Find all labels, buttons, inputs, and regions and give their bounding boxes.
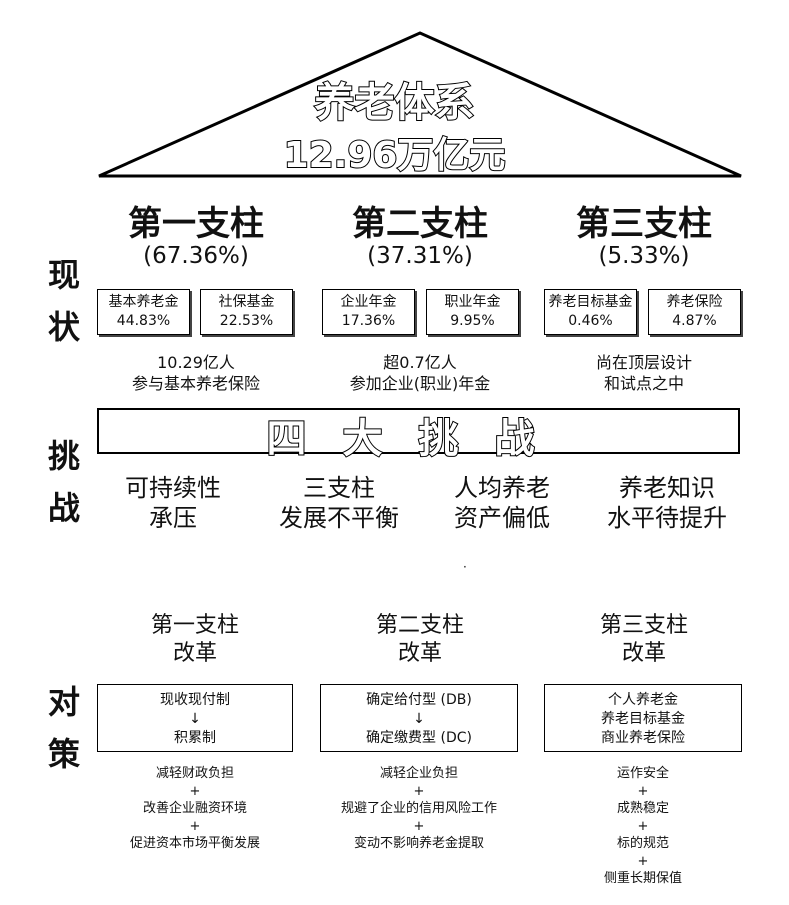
system-total: 12.96万亿元 xyxy=(283,134,507,177)
reform-3-effects: 运作安全 + 成熟稳定 + 标的规范 + 侧重长期保值 xyxy=(603,766,682,886)
challenges-banner xyxy=(97,408,740,454)
pillar-1-box-1: 基本养老金 44.83% xyxy=(97,289,190,335)
reform-3-title: 第三支柱 改革 xyxy=(599,613,688,666)
side-label-measures: 对策 xyxy=(47,683,80,773)
challenge-item-2: 三支柱 发展不平衡 xyxy=(279,474,399,532)
pillar-1-box-2: 社保基金 22.53% xyxy=(200,289,293,335)
pillar-2-box-2: 职业年金 9.95% xyxy=(426,289,519,335)
reform-1-title: 第一支柱 改革 xyxy=(150,613,239,666)
reform-1-effects: 减轻财政负担 + 改善企业融资环境 + 促进资本市场平衡发展 xyxy=(129,766,260,851)
pillar-2-name: 第二支柱 xyxy=(352,204,488,244)
challenge-item-3: 人均养老 资产偏低 xyxy=(454,474,550,532)
pillar-2-percent: (37.31%) xyxy=(367,243,473,269)
challenge-item-4: 养老知识 水平待提升 xyxy=(607,474,727,532)
pillar-1-percent: (67.36%) xyxy=(143,243,249,269)
pillar-3-name: 第三支柱 xyxy=(576,204,712,244)
stray-mark: · xyxy=(463,560,467,574)
pillar-1-name: 第一支柱 xyxy=(128,204,264,244)
challenges-title: 四大挑战 xyxy=(266,415,571,463)
pillar-3-box-2: 养老保险 4.87% xyxy=(648,289,741,335)
system-title: 养老体系 xyxy=(314,79,476,127)
challenge-item-1: 可持续性 承压 xyxy=(125,474,221,532)
side-label-challenges: 挑战 xyxy=(47,437,80,527)
reform-2-box: 确定给付型 (DB) ↓ 确定缴费型 (DC) xyxy=(320,684,518,752)
reform-1-box: 现收现付制 ↓ 积累制 xyxy=(97,684,293,752)
reform-3-box: 个人养老金 养老目标基金 商业养老保险 xyxy=(544,684,742,752)
pillar-2-desc: 超0.7亿人 参加企业(职业)年金 xyxy=(349,353,491,393)
pillar-3-percent: (5.33%) xyxy=(598,243,690,269)
pillar-1-desc: 10.29亿人 参与基本养老保险 xyxy=(131,353,260,393)
pillar-3-box-1: 养老目标基金 0.46% xyxy=(544,289,637,335)
roof-triangle xyxy=(98,31,742,178)
pillar-3-desc: 尚在顶层设计 和试点之中 xyxy=(595,353,692,393)
reform-2-effects: 减轻企业负担 + 规避了企业的信用风险工作 + 变动不影响养老金提取 xyxy=(340,766,497,851)
side-label-status: 现状 xyxy=(47,256,80,346)
pillar-2-box-1: 企业年金 17.36% xyxy=(322,289,415,335)
reform-2-title: 第二支柱 改革 xyxy=(375,613,464,666)
